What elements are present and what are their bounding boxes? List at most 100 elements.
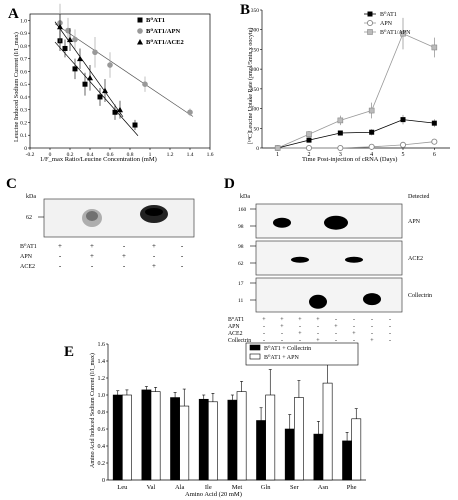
- sign-c: +: [152, 262, 156, 270]
- legend-marker-a: [137, 39, 143, 45]
- legend-label-a: B⁰AT1/APN: [146, 28, 180, 35]
- sign-c: -: [59, 262, 62, 270]
- detected-apn: APN: [408, 219, 421, 225]
- ytick-label-e: 0.6: [98, 427, 106, 433]
- xlabel-e: Amino Acid (20 mM): [185, 491, 242, 498]
- blot-c-frame: [43, 198, 195, 238]
- point-b-series1: [431, 138, 438, 145]
- fit-line-a-series2: [54, 21, 124, 118]
- point-b-series2: [400, 30, 406, 37]
- point-a-series2: [87, 74, 93, 81]
- row-label-d: ACE2: [228, 331, 243, 337]
- category-label-e: Ile: [205, 484, 212, 491]
- point-a-series2: [117, 106, 123, 113]
- point-b-series1: [305, 144, 313, 152]
- legend-swatch-e: [249, 353, 261, 360]
- sign-d: -: [353, 324, 355, 330]
- legend-label-a: B⁰AT1: [146, 17, 165, 24]
- sign-d: -: [263, 338, 265, 343]
- xtick-label-a: 1: [149, 152, 152, 158]
- chart-a: A Leucine Induced Sodium Current (I/I_ma…: [8, 3, 214, 163]
- category-label-e: Ser: [290, 484, 300, 491]
- category-label-e: Leu: [117, 484, 128, 491]
- point-b-series1: [337, 144, 344, 152]
- point-b-series2: [337, 117, 344, 124]
- ytick-label-b: 150: [251, 87, 260, 93]
- point-b-series0: [306, 137, 312, 143]
- ytick-label-a: 0.6: [20, 69, 27, 75]
- fit-line-a-series0: [54, 41, 139, 136]
- point-a-series0: [72, 66, 78, 72]
- category-label-e: Met: [232, 484, 243, 491]
- ytick-label-e: 0.8: [98, 410, 106, 416]
- ytick-label-b: 200: [251, 67, 260, 73]
- point-a-series2: [102, 87, 108, 94]
- point-a-series1: [72, 36, 78, 43]
- legend-marker-b: [367, 29, 373, 35]
- category-label-e: Ala: [175, 484, 185, 491]
- panel-letter-a: A: [8, 6, 19, 22]
- point-b-series0: [431, 120, 437, 126]
- marker-label-d: 98: [238, 224, 244, 230]
- marker-label-d: 17: [238, 281, 244, 287]
- ytick-label-a: 0.4: [20, 95, 27, 101]
- sign-c: -: [59, 252, 62, 260]
- sign-c: -: [153, 252, 156, 260]
- series-line-b2: [277, 33, 435, 149]
- ytick-label-e: 1.4: [98, 359, 106, 365]
- point-b-series2: [431, 44, 438, 51]
- ytick-label-b: 0: [256, 146, 259, 152]
- category-label-e: Val: [147, 484, 156, 491]
- bar-e-series1: [150, 391, 161, 481]
- ytick-label-b: 50: [254, 126, 260, 132]
- ytick-label-e: 1.0: [98, 393, 106, 399]
- point-b-series2: [368, 107, 375, 114]
- point-b-series0: [337, 130, 343, 136]
- row-label-c: ACE2: [20, 264, 35, 270]
- legend-label-b: B⁰AT1/APN: [380, 29, 411, 36]
- xtick-label-a: 0.2: [67, 152, 74, 158]
- xtick-label-b: 2: [308, 152, 311, 158]
- legend-marker-b: [366, 19, 374, 27]
- marker-label-d: 160: [238, 207, 247, 213]
- marker-label-d: 11: [238, 298, 244, 304]
- bar-e-series0: [112, 394, 123, 481]
- sign-d: -: [371, 317, 373, 323]
- kda-label-d: kDa: [240, 194, 250, 200]
- detected-ace2: ACE2: [408, 256, 423, 262]
- xtick-label-b: 4: [370, 152, 373, 158]
- xtick-label-b: 5: [402, 152, 405, 158]
- point-a-series1: [92, 49, 98, 56]
- bar-e-series1: [179, 405, 190, 481]
- plot-frame-a: [29, 13, 211, 149]
- panel-e: E Amino Acid Induced Sodium Current (I/I…: [60, 330, 380, 500]
- xtick-label-a: -0.2: [26, 152, 35, 158]
- sign-d: +: [316, 317, 320, 323]
- panel-letter-c: C: [6, 176, 17, 192]
- ytick-label-e: 0: [102, 478, 105, 484]
- blot-d-frame: [255, 277, 403, 313]
- sign-d: +: [352, 331, 356, 337]
- ylabel-b: [¹⁴C]Leucine Uptake Rate (pmol/5min x oo…: [247, 28, 254, 144]
- sign-d: -: [335, 338, 337, 343]
- point-a-series0: [82, 81, 88, 87]
- legend-marker-a: [137, 28, 143, 34]
- xtick-label-a: 1.6: [207, 152, 214, 158]
- ytick-label-b: 100: [251, 107, 260, 113]
- bar-e-series0: [284, 428, 295, 481]
- blot-d-frame: [255, 240, 403, 276]
- band-d: [324, 215, 348, 230]
- sign-d: -: [389, 317, 391, 323]
- panel-a: A Leucine Induced Sodium Current (I/I_ma…: [0, 0, 225, 165]
- panel-letter-d: D: [224, 176, 235, 192]
- bar-e-series0: [198, 398, 209, 481]
- point-b-series0: [400, 117, 406, 123]
- panel-letter-b: B: [240, 2, 250, 18]
- xtick-label-a: 1.2: [167, 152, 174, 158]
- sign-c: -: [181, 262, 184, 270]
- ytick-label-e: 0.2: [98, 461, 106, 467]
- detected-collectrin: Collectrin: [408, 293, 432, 299]
- xtick-label-a: 0.8: [127, 152, 134, 158]
- bar-e-series1: [265, 394, 276, 481]
- ytick-label-b: 300: [251, 28, 260, 34]
